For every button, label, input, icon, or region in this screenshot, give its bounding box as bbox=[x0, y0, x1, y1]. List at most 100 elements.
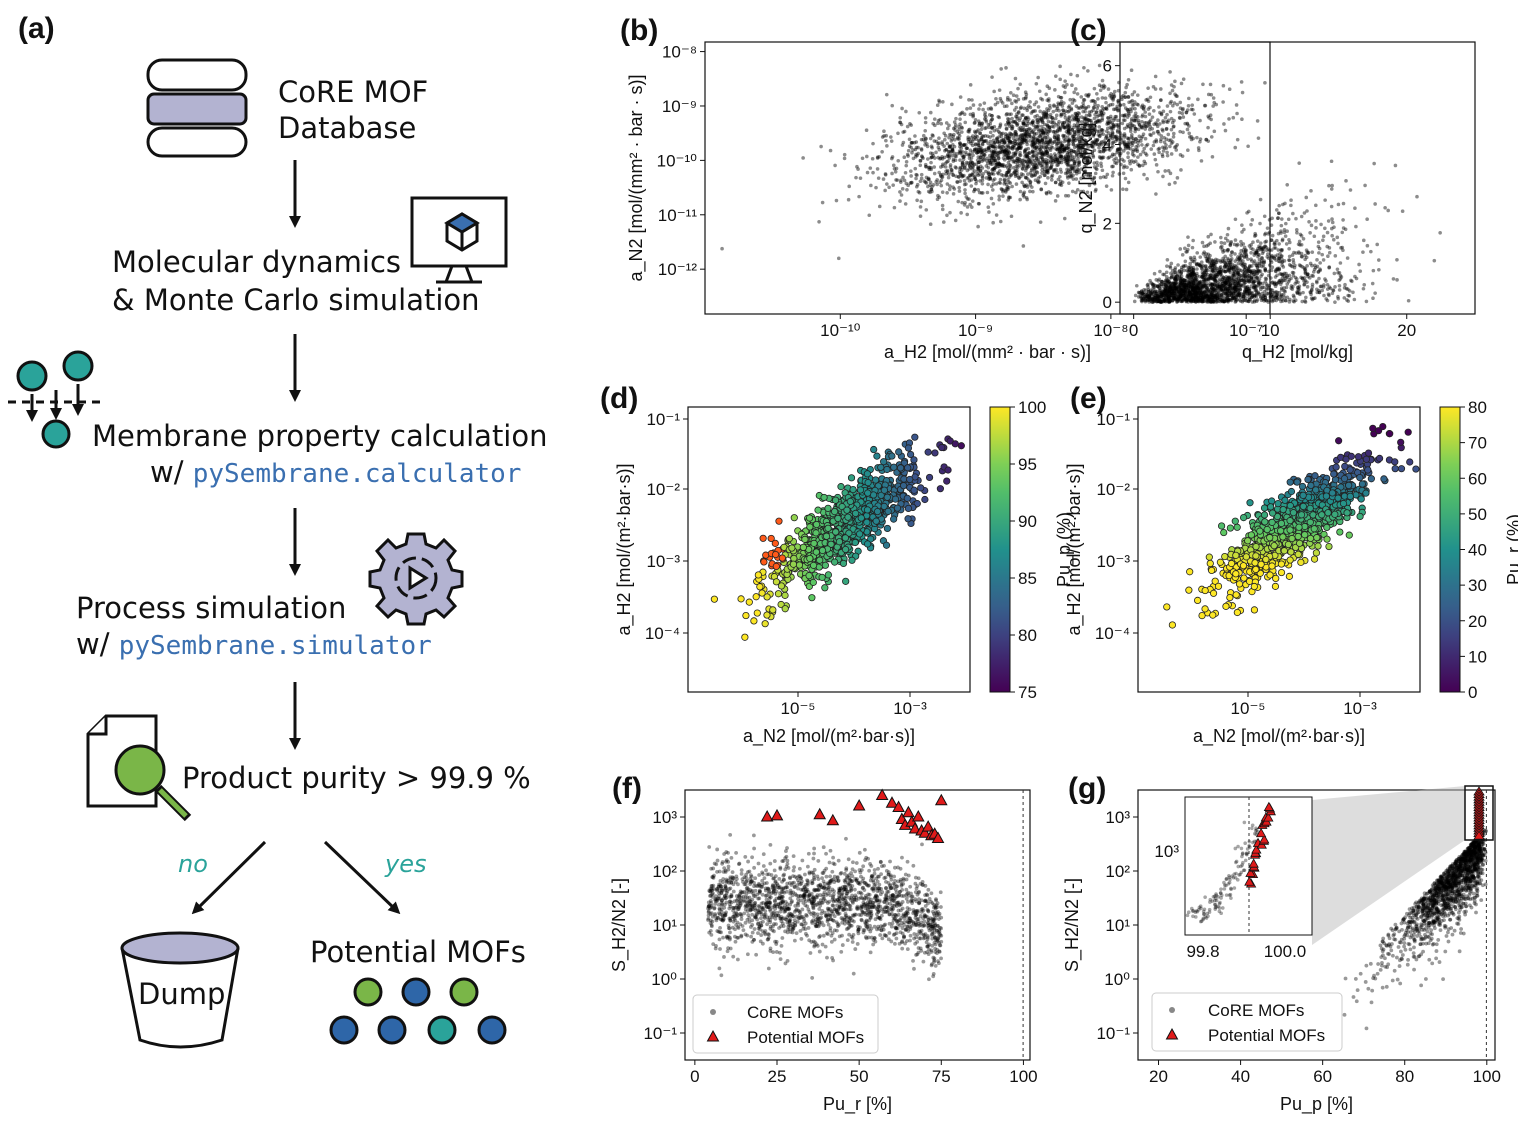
chart-b-point bbox=[1146, 86, 1150, 90]
database-label-line1: CoRE MOF bbox=[278, 75, 429, 109]
chart-b-point bbox=[1048, 148, 1053, 153]
chart-c-point bbox=[1333, 300, 1337, 304]
chart-b-point bbox=[1058, 77, 1062, 82]
chart-b-point bbox=[914, 176, 918, 181]
chart-b-point bbox=[1091, 153, 1095, 158]
chart-b-point bbox=[1034, 170, 1039, 174]
chart-c-point bbox=[1177, 269, 1182, 273]
chart-b-point bbox=[1123, 142, 1127, 147]
chart-b-point bbox=[1040, 138, 1045, 143]
chart-c-point bbox=[1169, 271, 1173, 276]
chart-c-point bbox=[1233, 217, 1238, 222]
chart-b-point bbox=[958, 158, 962, 162]
chart-b-point bbox=[977, 107, 981, 111]
chart-b-point bbox=[1126, 95, 1131, 99]
chart-b-point bbox=[1040, 136, 1045, 140]
chart-b-point bbox=[959, 111, 964, 116]
chart-b-point bbox=[954, 116, 958, 121]
chart-b-point bbox=[960, 165, 965, 170]
chart-b-point bbox=[1073, 150, 1077, 154]
chart-c-point bbox=[1168, 283, 1173, 288]
chart-b-point bbox=[1045, 107, 1049, 111]
chart-b-point bbox=[923, 116, 928, 120]
chart-c-point bbox=[1241, 242, 1246, 246]
chart-b-point bbox=[1097, 145, 1101, 150]
chart-b-point bbox=[1149, 133, 1153, 138]
chart-c-point bbox=[1343, 282, 1347, 287]
chart-b-point bbox=[1040, 151, 1045, 155]
chart-b-point bbox=[1137, 164, 1142, 168]
chart-b-point bbox=[919, 176, 924, 181]
chart-b-point bbox=[1065, 156, 1069, 161]
chart-b-point bbox=[1134, 114, 1138, 118]
chart-b-point bbox=[1154, 121, 1158, 125]
chart-b-point bbox=[970, 199, 975, 203]
chart-c-point bbox=[1241, 298, 1246, 303]
chart-b-point bbox=[1079, 127, 1083, 132]
chart-b-point bbox=[1034, 156, 1039, 160]
chart-c-point bbox=[1315, 258, 1319, 262]
chart-b-point bbox=[1067, 118, 1072, 123]
chart-b-point bbox=[1018, 157, 1022, 162]
chart-c-point bbox=[1329, 159, 1334, 164]
chart-b-point bbox=[899, 193, 904, 197]
chart-b-point bbox=[962, 165, 967, 170]
chart-b-point bbox=[988, 122, 993, 126]
chart-c-point bbox=[1339, 275, 1344, 279]
chart-b-point bbox=[965, 107, 969, 111]
chart-b-point bbox=[914, 145, 919, 150]
chart-c-point bbox=[1189, 294, 1194, 298]
chart-b-point bbox=[1087, 113, 1091, 117]
chart-b-point bbox=[1159, 98, 1163, 102]
chart-b-point bbox=[991, 202, 996, 206]
chart-b-point bbox=[884, 133, 888, 138]
chart-c-point bbox=[1290, 253, 1295, 257]
chart-b-point bbox=[1057, 119, 1061, 124]
chart-b-point bbox=[1069, 171, 1073, 176]
chart-c-point bbox=[1263, 244, 1267, 249]
chart-b-point bbox=[971, 165, 975, 169]
chart-b-point bbox=[1021, 140, 1026, 145]
chart-b-point bbox=[899, 178, 903, 183]
chart-b-point bbox=[1026, 146, 1031, 151]
branch-yes: yes bbox=[385, 850, 427, 878]
chart-b-point bbox=[1005, 155, 1010, 160]
chart-b-point bbox=[997, 197, 1002, 202]
chart-b-point bbox=[973, 148, 977, 153]
chart-b-point bbox=[1066, 105, 1071, 110]
chart-b-point bbox=[918, 158, 923, 163]
chart-c-point bbox=[1203, 264, 1208, 269]
chart-b-point bbox=[1034, 131, 1039, 136]
chart-c-point bbox=[1369, 249, 1373, 254]
chart-b-point bbox=[1057, 182, 1062, 187]
chart-c-point bbox=[1180, 298, 1184, 303]
chart-b-point bbox=[1160, 154, 1165, 159]
chart-b-point bbox=[1001, 188, 1006, 192]
chart-c-point bbox=[1240, 230, 1244, 234]
chart-b-point bbox=[1004, 188, 1008, 193]
chart-b-point bbox=[1132, 102, 1136, 107]
chart-b-point bbox=[1079, 115, 1084, 119]
chart-c-point bbox=[1220, 298, 1225, 303]
chart-b-point bbox=[881, 177, 886, 181]
chart-b-point bbox=[1014, 100, 1019, 104]
chart-c-point bbox=[1252, 270, 1257, 274]
chart-b-point bbox=[1173, 180, 1177, 185]
chart-b-point bbox=[1095, 138, 1099, 142]
chart-b-point bbox=[959, 168, 964, 172]
chart-b-point bbox=[1040, 157, 1045, 161]
chart-b-point bbox=[1111, 164, 1115, 169]
chart-c-point bbox=[1198, 263, 1202, 268]
chart-c-point bbox=[1432, 258, 1437, 263]
chart-b-point bbox=[1042, 112, 1047, 117]
chart-c-point bbox=[1195, 251, 1200, 255]
chart-b-point bbox=[1142, 159, 1147, 164]
chart-b-point bbox=[1014, 158, 1019, 163]
chart-b-point bbox=[1140, 126, 1144, 130]
chart-b-point bbox=[1227, 117, 1231, 121]
chart-b-point bbox=[898, 190, 902, 194]
chart-b-point bbox=[977, 160, 981, 165]
chart-b-point bbox=[965, 176, 970, 180]
chart-b-point bbox=[1076, 144, 1080, 149]
chart-b-point bbox=[875, 167, 880, 171]
